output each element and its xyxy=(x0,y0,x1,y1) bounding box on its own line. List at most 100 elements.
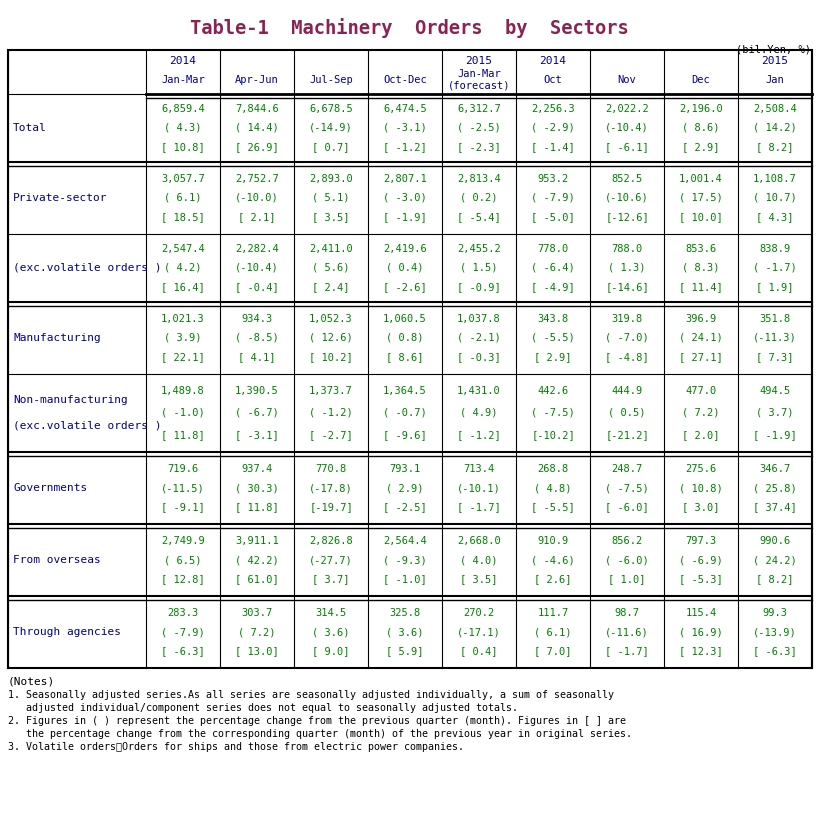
Text: ( 7.2): ( 7.2) xyxy=(238,627,276,637)
Text: ( -3.0): ( -3.0) xyxy=(383,193,427,203)
Text: [ 12.3]: [ 12.3] xyxy=(679,646,723,656)
Text: [ -0.9]: [ -0.9] xyxy=(457,282,501,292)
Text: (-27.7): (-27.7) xyxy=(309,555,353,565)
Text: 319.8: 319.8 xyxy=(611,314,643,324)
Text: 2,807.1: 2,807.1 xyxy=(383,174,427,184)
Text: 2,668.0: 2,668.0 xyxy=(457,536,501,546)
Text: [ -6.0]: [ -6.0] xyxy=(605,502,649,512)
Text: ( -4.6): ( -4.6) xyxy=(532,555,575,565)
Text: ( 1.5): ( 1.5) xyxy=(460,263,498,273)
Text: 2,813.4: 2,813.4 xyxy=(457,174,501,184)
Text: [ -5.4]: [ -5.4] xyxy=(457,212,501,222)
Text: 2,282.4: 2,282.4 xyxy=(235,244,279,254)
Text: [ 12.8]: [ 12.8] xyxy=(161,574,205,584)
Text: ( 0.8): ( 0.8) xyxy=(387,333,423,343)
Text: [ 8.2]: [ 8.2] xyxy=(756,574,794,584)
Text: [ 2.9]: [ 2.9] xyxy=(682,142,720,152)
Text: 797.3: 797.3 xyxy=(686,536,717,546)
Text: 1,364.5: 1,364.5 xyxy=(383,386,427,397)
Text: 853.6: 853.6 xyxy=(686,244,717,254)
Text: ( 2.9): ( 2.9) xyxy=(387,483,423,493)
Bar xyxy=(8,50,812,668)
Text: Through agencies: Through agencies xyxy=(13,627,121,637)
Text: [ 2.6]: [ 2.6] xyxy=(534,574,572,584)
Text: 2,547.4: 2,547.4 xyxy=(161,244,205,254)
Text: 1,021.3: 1,021.3 xyxy=(161,314,205,324)
Text: [ 61.0]: [ 61.0] xyxy=(235,574,279,584)
Text: ( 5.6): ( 5.6) xyxy=(312,263,350,273)
Text: [ 2.1]: [ 2.1] xyxy=(238,212,276,222)
Text: [ 7.0]: [ 7.0] xyxy=(534,646,572,656)
Text: [ -6.3]: [ -6.3] xyxy=(161,646,205,656)
Text: ( 4.3): ( 4.3) xyxy=(165,123,201,133)
Text: [ -5.5]: [ -5.5] xyxy=(532,502,575,512)
Text: ( -7.9): ( -7.9) xyxy=(532,193,575,203)
Text: [ 4.1]: [ 4.1] xyxy=(238,352,276,361)
Text: [-21.2]: [-21.2] xyxy=(605,430,649,440)
Text: 1,390.5: 1,390.5 xyxy=(235,386,279,397)
Text: 1,489.8: 1,489.8 xyxy=(161,386,205,397)
Text: ( 30.3): ( 30.3) xyxy=(235,483,279,493)
Text: (-17.1): (-17.1) xyxy=(457,627,501,637)
Text: ( 4.9): ( 4.9) xyxy=(460,408,498,418)
Text: ( 4.8): ( 4.8) xyxy=(534,483,572,493)
Text: the percentage change from the corresponding quarter (month) of the previous yea: the percentage change from the correspon… xyxy=(8,729,632,739)
Text: [ -1.2]: [ -1.2] xyxy=(457,430,501,440)
Text: 2,455.2: 2,455.2 xyxy=(457,244,501,254)
Text: [ 10.8]: [ 10.8] xyxy=(161,142,205,152)
Text: 2,411.0: 2,411.0 xyxy=(309,244,353,254)
Text: 2,826.8: 2,826.8 xyxy=(309,536,353,546)
Text: Oct: Oct xyxy=(544,75,563,85)
Text: 2,749.9: 2,749.9 xyxy=(161,536,205,546)
Text: [ -5.0]: [ -5.0] xyxy=(532,212,575,222)
Text: ( 6.5): ( 6.5) xyxy=(165,555,201,565)
Text: adjusted individual/component series does not equal to seasonally adjusted total: adjusted individual/component series doe… xyxy=(8,703,518,713)
Text: ( 8.3): ( 8.3) xyxy=(682,263,720,273)
Text: Oct-Dec: Oct-Dec xyxy=(383,75,427,85)
Text: [ 7.3]: [ 7.3] xyxy=(756,352,794,361)
Text: [-10.2]: [-10.2] xyxy=(532,430,575,440)
Text: (-10.4): (-10.4) xyxy=(235,263,279,273)
Text: 6,312.7: 6,312.7 xyxy=(457,104,501,114)
Text: [ 3.0]: [ 3.0] xyxy=(682,502,720,512)
Text: ( 0.2): ( 0.2) xyxy=(460,193,498,203)
Text: ( -7.5): ( -7.5) xyxy=(605,483,649,493)
Text: [-19.7]: [-19.7] xyxy=(309,502,353,512)
Text: ( -0.7): ( -0.7) xyxy=(383,408,427,418)
Text: ( 7.2): ( 7.2) xyxy=(682,408,720,418)
Text: [ 0.7]: [ 0.7] xyxy=(312,142,350,152)
Text: 351.8: 351.8 xyxy=(759,314,790,324)
Text: Total: Total xyxy=(13,123,47,133)
Text: [ 16.4]: [ 16.4] xyxy=(161,282,205,292)
Text: [ 3.7]: [ 3.7] xyxy=(312,574,350,584)
Text: 1,001.4: 1,001.4 xyxy=(679,174,723,184)
Text: 2,508.4: 2,508.4 xyxy=(753,104,797,114)
Text: 99.3: 99.3 xyxy=(762,608,788,619)
Text: ( 10.7): ( 10.7) xyxy=(753,193,797,203)
Text: 1. Seasonally adjusted series.As all series are seasonally adjusted individually: 1. Seasonally adjusted series.As all ser… xyxy=(8,690,614,700)
Text: ( -6.7): ( -6.7) xyxy=(235,408,279,418)
Text: Nov: Nov xyxy=(618,75,636,85)
Text: 2,564.4: 2,564.4 xyxy=(383,536,427,546)
Text: 115.4: 115.4 xyxy=(686,608,717,619)
Text: ( -3.1): ( -3.1) xyxy=(383,123,427,133)
Text: 990.6: 990.6 xyxy=(759,536,790,546)
Text: ( 3.7): ( 3.7) xyxy=(756,408,794,418)
Text: ( -2.9): ( -2.9) xyxy=(532,123,575,133)
Text: ( -1.2): ( -1.2) xyxy=(309,408,353,418)
Text: [ 8.6]: [ 8.6] xyxy=(387,352,423,361)
Text: [ 2.9]: [ 2.9] xyxy=(534,352,572,361)
Text: [ -1.2]: [ -1.2] xyxy=(383,142,427,152)
Text: 6,859.4: 6,859.4 xyxy=(161,104,205,114)
Text: ( 0.4): ( 0.4) xyxy=(387,263,423,273)
Text: 2. Figures in ( ) represent the percentage change from the previous quarter (mon: 2. Figures in ( ) represent the percenta… xyxy=(8,716,626,726)
Text: ( 3.6): ( 3.6) xyxy=(387,627,423,637)
Text: ( -8.5): ( -8.5) xyxy=(235,333,279,343)
Text: Jul-Sep: Jul-Sep xyxy=(309,75,353,85)
Text: 2015: 2015 xyxy=(762,56,789,66)
Text: [ -2.5]: [ -2.5] xyxy=(383,502,427,512)
Text: 283.3: 283.3 xyxy=(167,608,199,619)
Text: ( -2.5): ( -2.5) xyxy=(457,123,501,133)
Text: 248.7: 248.7 xyxy=(611,464,643,474)
Text: 838.9: 838.9 xyxy=(759,244,790,254)
